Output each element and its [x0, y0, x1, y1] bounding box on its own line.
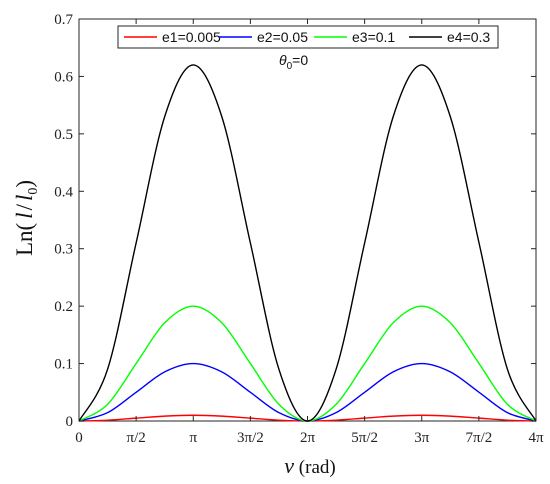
legend-box [117, 25, 499, 49]
x-tick-label: 5π/2 [351, 430, 378, 446]
theta-annotation: θ0=0 [279, 52, 308, 72]
y-tick-label: 0.2 [54, 299, 73, 315]
x-tick-label: 3π [414, 430, 430, 446]
x-tick-label: 3π/2 [237, 430, 264, 446]
y-tick-label: 0.6 [54, 69, 73, 85]
y-axis-title: Ln(l/l0) [12, 180, 41, 256]
legend: e1=0.005 e2=0.05 e3=0.1 e4=0.3 [117, 25, 499, 49]
x-axis-title: ν (rad) [284, 453, 335, 478]
plot-area [78, 18, 537, 422]
y-tick-label: 0.1 [54, 357, 73, 373]
legend-label-2: e2=0.05 [257, 29, 308, 45]
legend-label-4: e4=0.3 [447, 29, 490, 45]
x-tick-label: 7π/2 [466, 430, 493, 446]
x-tick-label: 0 [75, 430, 83, 446]
legend-label-3: e3=0.1 [352, 29, 395, 45]
y-tick-label: 0.3 [54, 242, 73, 258]
x-tick-label: π [189, 430, 197, 446]
legend-label-1: e1=0.005 [162, 29, 221, 45]
y-tick-label: 0 [66, 414, 74, 430]
y-tick-label: 0.5 [54, 127, 73, 143]
axes: 0 π/2 π 3π/2 2π 5π/2 3π 7π/2 4π 0 0.1 0.2 0.3 0.4 0.5 0… [54, 12, 544, 446]
x-tick-label: 2π [300, 430, 316, 446]
y-tick-label: 0.7 [54, 12, 73, 28]
x-tick-label: 4π [528, 430, 544, 446]
x-tick-label: π/2 [127, 430, 146, 446]
plot-frame [78, 18, 537, 422]
y-tick-label: 0.4 [54, 184, 73, 200]
